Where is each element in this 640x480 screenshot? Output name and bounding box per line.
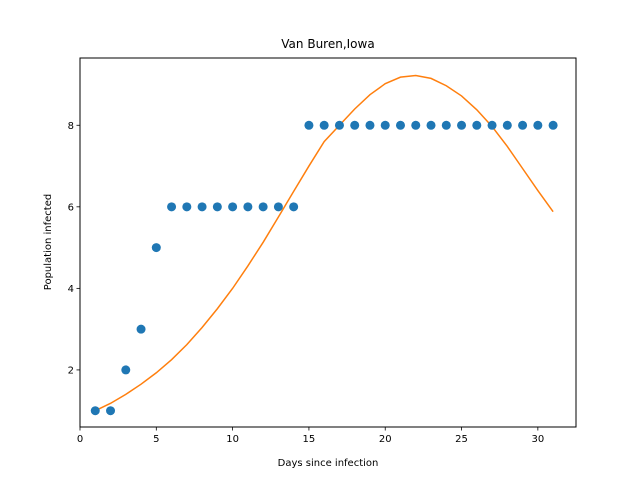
- y-axis-label: Population infected: [43, 194, 54, 290]
- data-point: [121, 365, 131, 375]
- data-point: [151, 243, 161, 253]
- data-point: [182, 202, 192, 212]
- data-point: [167, 202, 177, 212]
- data-point: [395, 120, 405, 130]
- x-tick-label: 0: [77, 434, 83, 445]
- data-point: [487, 120, 497, 130]
- x-tick-label: 20: [379, 434, 392, 445]
- y-tick-label: 8: [68, 121, 74, 132]
- chart-title: Van Buren,Iowa: [281, 37, 374, 51]
- data-point: [289, 202, 299, 212]
- data-point: [243, 202, 253, 212]
- data-point: [365, 120, 375, 130]
- data-point: [441, 120, 451, 130]
- plot-elements: 0 5 10 15 20 25 30 2 4 6 8: [68, 74, 558, 445]
- data-point: [411, 120, 421, 130]
- data-point: [380, 120, 390, 130]
- x-axis-label: Days since infection: [278, 458, 379, 469]
- data-point: [533, 120, 543, 130]
- x-tick-label: 30: [531, 434, 544, 445]
- fit-line: [94, 74, 554, 412]
- data-point: [350, 120, 360, 130]
- data-point: [457, 120, 467, 130]
- data-point: [106, 406, 116, 416]
- data-point: [548, 120, 558, 130]
- data-point: [258, 202, 268, 212]
- x-tick-label: 10: [226, 434, 239, 445]
- y-tick-label: 6: [68, 202, 74, 213]
- data-point: [136, 324, 146, 334]
- data-point: [319, 120, 329, 130]
- data-point: [518, 120, 528, 130]
- x-tick-label: 15: [303, 434, 316, 445]
- data-point: [334, 120, 344, 130]
- data-point: [304, 120, 314, 130]
- data-point: [228, 202, 238, 212]
- plot-frame: [79, 57, 577, 428]
- data-point: [273, 202, 283, 212]
- x-tick-label: 5: [153, 434, 159, 445]
- data-point: [90, 406, 100, 416]
- data-point: [472, 120, 482, 130]
- y-tick-label: 4: [68, 284, 74, 295]
- data-point: [212, 202, 222, 212]
- data-point: [426, 120, 436, 130]
- data-point: [197, 202, 207, 212]
- y-tick-label: 2: [68, 365, 74, 376]
- data-point: [502, 120, 512, 130]
- x-tick-label: 25: [455, 434, 468, 445]
